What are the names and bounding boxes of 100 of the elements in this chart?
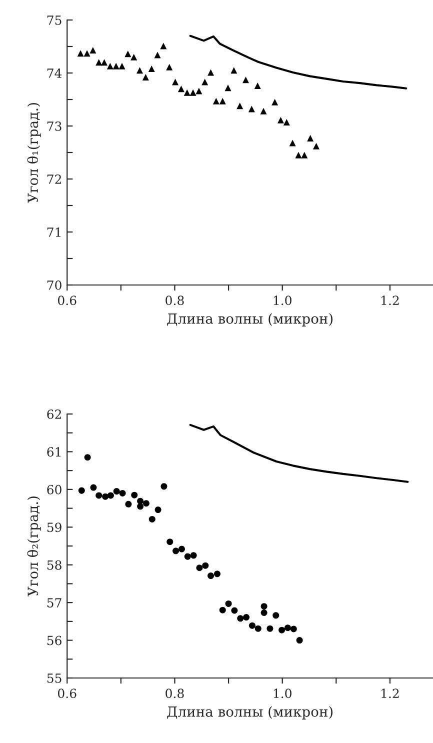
line-series [189,34,408,90]
point [190,552,197,559]
point [131,492,138,498]
point [301,152,308,158]
point [230,67,238,74]
point [196,88,202,94]
point [307,134,314,142]
point [118,62,126,70]
y-tick-label: 61 [47,447,60,457]
x-tick-label: 1.2 [382,296,399,306]
point [248,622,256,629]
point [243,614,250,621]
point [202,78,208,86]
point [160,483,168,490]
y-tick-label: 74 [47,68,62,78]
point [84,454,91,461]
point [96,492,102,499]
x-axis-title: Длина волны (микрон) [167,706,333,720]
point [208,572,214,580]
point [100,59,108,66]
point [190,89,196,96]
y-tick-label: 71 [47,227,60,237]
point [166,538,174,546]
y-tick-label: 70 [47,280,62,290]
point [90,46,96,54]
point [142,500,150,507]
point [290,626,297,632]
point [231,607,238,614]
point [107,492,114,499]
point [166,64,173,70]
point [154,506,162,514]
point [184,89,190,96]
point [148,516,156,522]
x-tick-label: 1.2 [382,688,399,698]
point [254,625,262,632]
y-tick-label: 60 [47,484,62,494]
point [283,119,290,126]
point [90,484,97,491]
point [254,82,261,89]
point [289,140,296,146]
point [136,67,144,74]
point [119,490,126,496]
y-tick-label: 72 [47,174,62,184]
x-axis-title: Длина волны (микрон) [167,313,333,327]
point [237,615,244,622]
point [248,106,255,112]
point [202,562,209,569]
point [260,609,268,616]
point [284,624,291,632]
y-tick-label: 56 [47,636,62,646]
y-axis-title: Угол θ₂(град.) [27,496,41,596]
y-tick-label: 75 [47,16,62,25]
point [260,108,267,114]
point [312,142,320,150]
y-tick-label: 57 [47,598,62,608]
point [296,637,303,644]
point [295,152,302,158]
point [172,78,179,86]
y-tick-label: 55 [47,674,62,683]
point [77,50,84,57]
point [278,626,286,634]
point [260,603,268,610]
point [236,102,244,110]
y-axis-title: Угол θ₁(град.) [27,103,41,203]
point [219,606,226,614]
point [125,500,132,508]
x-tick-label: 0.6 [58,296,76,306]
point [212,98,220,104]
point [277,116,284,124]
point [214,570,220,578]
point [224,84,232,92]
point [178,86,184,92]
x-tick-label: 0.8 [166,688,184,698]
point [137,503,144,510]
point [148,66,155,72]
point [78,487,85,494]
x-tick-label: 0.6 [58,688,76,698]
point [154,52,161,58]
point [208,69,214,76]
point [142,74,149,80]
point [266,625,274,632]
point [106,62,114,70]
point [160,42,167,50]
point [178,546,185,552]
y-tick-label: 59 [47,522,62,532]
point [196,564,203,572]
point [184,553,191,560]
point [272,98,278,106]
point [113,488,120,495]
point [272,612,280,619]
line-series [189,424,409,483]
point [84,50,90,57]
point [124,50,132,58]
y-tick-label: 73 [47,121,62,131]
x-tick-label: 0.8 [166,296,184,306]
point [130,54,138,60]
point [219,98,226,104]
x-tick-label: 1.0 [274,688,292,698]
y-tick-label: 58 [47,560,62,570]
x-tick-label: 1.0 [274,296,292,306]
